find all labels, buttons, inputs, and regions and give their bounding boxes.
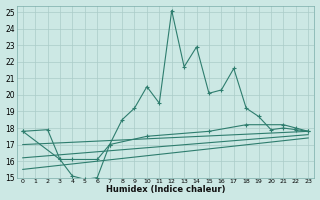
X-axis label: Humidex (Indice chaleur): Humidex (Indice chaleur) [106,185,225,194]
